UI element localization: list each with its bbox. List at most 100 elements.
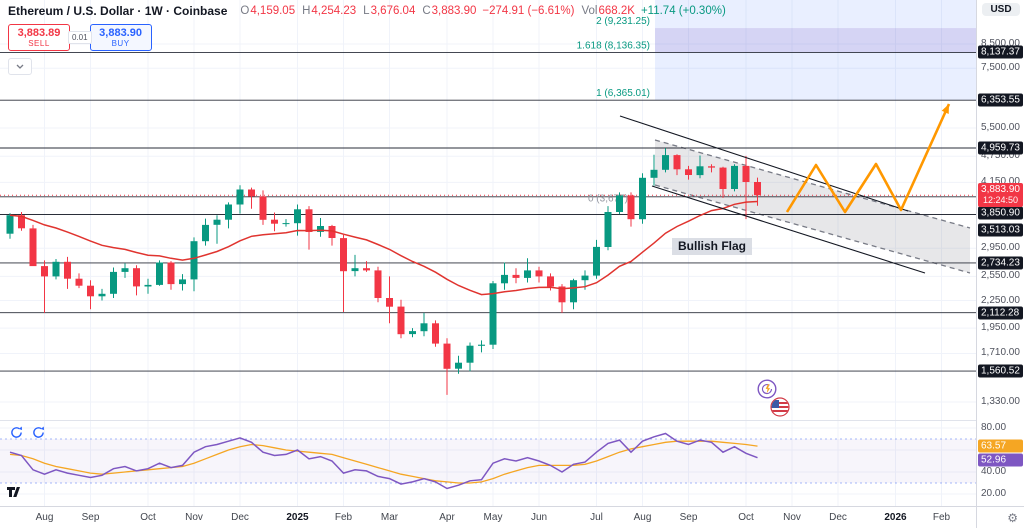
price-grid-label: 2,550.00 <box>981 270 1020 282</box>
volume-label: Vol <box>581 5 598 17</box>
time-axis-label: 2025 <box>286 512 309 523</box>
open-value: 4,159.05 <box>250 5 296 17</box>
chart-header: Ethereum / U.S. Dollar · 1W · Coinbase O… <box>8 4 726 18</box>
collapse-chevron-button[interactable] <box>8 58 32 75</box>
buy-button[interactable]: 3,883.90 BUY <box>89 24 152 51</box>
price-grid-label: 5,500.00 <box>981 122 1020 134</box>
price-grid-label: 4,750.00 <box>981 150 1020 162</box>
change-value: −274.91 (−6.61%) <box>482 5 575 17</box>
rsi-value-badge: 63.57 <box>978 439 1023 453</box>
rsi-grid-label: 80.00 <box>981 422 1007 433</box>
price-grid-label: 2,250.00 <box>981 294 1020 306</box>
price-level-badge: 3,513.03 <box>978 223 1023 237</box>
rsi-line <box>9 432 758 490</box>
spread-value: 0.01 <box>68 31 92 44</box>
svg-text:0 (3,677): 0 (3,677) <box>588 194 628 205</box>
trendline[interactable] <box>651 185 926 274</box>
time-axis-label: Oct <box>140 512 156 523</box>
chevron-down-icon <box>16 64 24 69</box>
close-value: 3,883.90 <box>431 5 477 17</box>
time-axis-label: May <box>483 512 503 523</box>
cycle-lightning-sticker-icon[interactable] <box>757 379 777 399</box>
settings-gear-icon[interactable]: ⚙ <box>1007 510 1018 525</box>
time-axis-label: Aug <box>633 512 652 523</box>
price-grid-label: 1,330.00 <box>981 395 1020 407</box>
fib-labels: 2 (9,231.25) 1.618 (8,136.35) 1 (6,365.01)… <box>577 16 650 205</box>
rsi-pane <box>0 432 976 490</box>
price-level-badge: 6,353.55 <box>978 93 1023 107</box>
ema-line <box>9 200 758 296</box>
bullish-flag-label[interactable]: Bullish Flag <box>672 238 753 255</box>
rsi-value-badge: 52.96 <box>978 453 1023 467</box>
last-price-badge: 3,883.90 12:24:50 <box>978 183 1023 208</box>
fib-extension-zones[interactable] <box>654 0 976 274</box>
time-axis-label: Dec <box>231 512 249 523</box>
rsi-grid-label: 40.00 <box>981 466 1007 477</box>
price-grid-label: 7,500.00 <box>981 62 1020 74</box>
time-axis-label: Oct <box>738 512 754 523</box>
price-axis[interactable]: USD 8,500.00 7,500.00 5,500.00 4,750.00 4,15… <box>976 0 1024 506</box>
svg-text:2 (9,231.25): 2 (9,231.25) <box>596 16 650 27</box>
time-axis-label: Sep <box>679 512 698 523</box>
low-label: L <box>363 5 370 17</box>
open-label: O <box>240 5 250 17</box>
time-axis-label: Feb <box>932 512 951 523</box>
price-chart-canvas[interactable]: 2 (9,231.25) 1.618 (8,136.35) 1 (6,365.01)… <box>0 0 976 506</box>
price-grid-label: 4,150.00 <box>981 176 1020 188</box>
time-axis-label: Jun <box>530 512 548 523</box>
projection-arrowhead <box>941 104 949 114</box>
indicator-controls <box>10 426 45 439</box>
symbol-title[interactable]: Ethereum / U.S. Dollar · 1W · Coinbase <box>8 4 228 18</box>
time-axis-label: Aug <box>35 512 54 523</box>
time-axis-label: Jul <box>590 512 603 523</box>
rsi-grid-label: 20.00 <box>981 488 1007 499</box>
sell-label: SELL <box>28 39 50 48</box>
low-value: 3,676.04 <box>370 5 416 17</box>
flag-sticker-icon[interactable] <box>770 397 790 417</box>
lightning-icon <box>757 379 777 399</box>
price-level-badge: 8,137.37 <box>978 45 1023 59</box>
high-label: H <box>302 5 311 17</box>
flag-icon <box>770 397 790 417</box>
trade-widget: 3,883.89 SELL 0.01 3,883.90 BUY <box>8 24 152 51</box>
time-axis-label: 2026 <box>884 512 907 523</box>
sell-price: 3,883.89 <box>17 27 61 39</box>
price-level-badge: 2,112.28 <box>978 306 1023 320</box>
close-label: C <box>422 5 431 17</box>
volume-change-value: +11.74 (+0.30%) <box>640 5 726 17</box>
ohlc-readout: O4,159.05 H4,254.23 L3,676.04 C3,883.90 −274… <box>233 5 725 17</box>
price-grid-label: 1,710.00 <box>981 347 1020 359</box>
tradingview-logo-icon[interactable] <box>6 484 21 504</box>
time-axis-label: Sep <box>81 512 100 523</box>
volume-value: 668.2K <box>598 5 635 17</box>
price-level-badge: 3,850.90 <box>978 206 1023 220</box>
time-axis-label: Mar <box>380 512 399 523</box>
buy-price: 3,883.90 <box>99 27 142 39</box>
currency-usd-button[interactable]: USD <box>982 3 1020 16</box>
svg-text:1 (6,365.01): 1 (6,365.01) <box>596 88 650 99</box>
high-value: 4,254.23 <box>311 5 357 17</box>
sell-button[interactable]: 3,883.89 SELL <box>8 24 70 51</box>
price-grid-label: 8,500.00 <box>981 38 1020 49</box>
candles-series <box>6 148 761 395</box>
pane-separator[interactable] <box>0 420 1024 421</box>
price-level-badge: 1,560.52 <box>978 364 1023 378</box>
price-level-badge: 2,734.23 <box>978 256 1023 270</box>
rsi-ma-line <box>9 440 758 484</box>
trendline[interactable] <box>619 115 909 212</box>
time-axis-label: Nov <box>185 512 203 523</box>
price-grid-label: 2,950.00 <box>981 242 1020 254</box>
refresh-icon[interactable] <box>32 426 45 439</box>
svg-text:1.618 (8,136.35): 1.618 (8,136.35) <box>577 40 650 51</box>
candle-countdown: 12:24:50 <box>982 195 1019 206</box>
price-level-badge: 4,959.73 <box>978 141 1023 155</box>
time-axis-label: Dec <box>829 512 847 523</box>
price-grid-label: 1,950.00 <box>981 322 1020 334</box>
time-axis[interactable]: Aug Sep Oct Nov Dec 2025 Feb Mar Apr May Jun Jul Aug… <box>0 506 976 528</box>
time-axis-label: Feb <box>334 512 353 523</box>
axis-corner: ⚙ <box>976 506 1024 528</box>
projection-path[interactable] <box>785 103 951 214</box>
buy-label: BUY <box>111 39 130 48</box>
refresh-icon[interactable] <box>10 426 23 439</box>
